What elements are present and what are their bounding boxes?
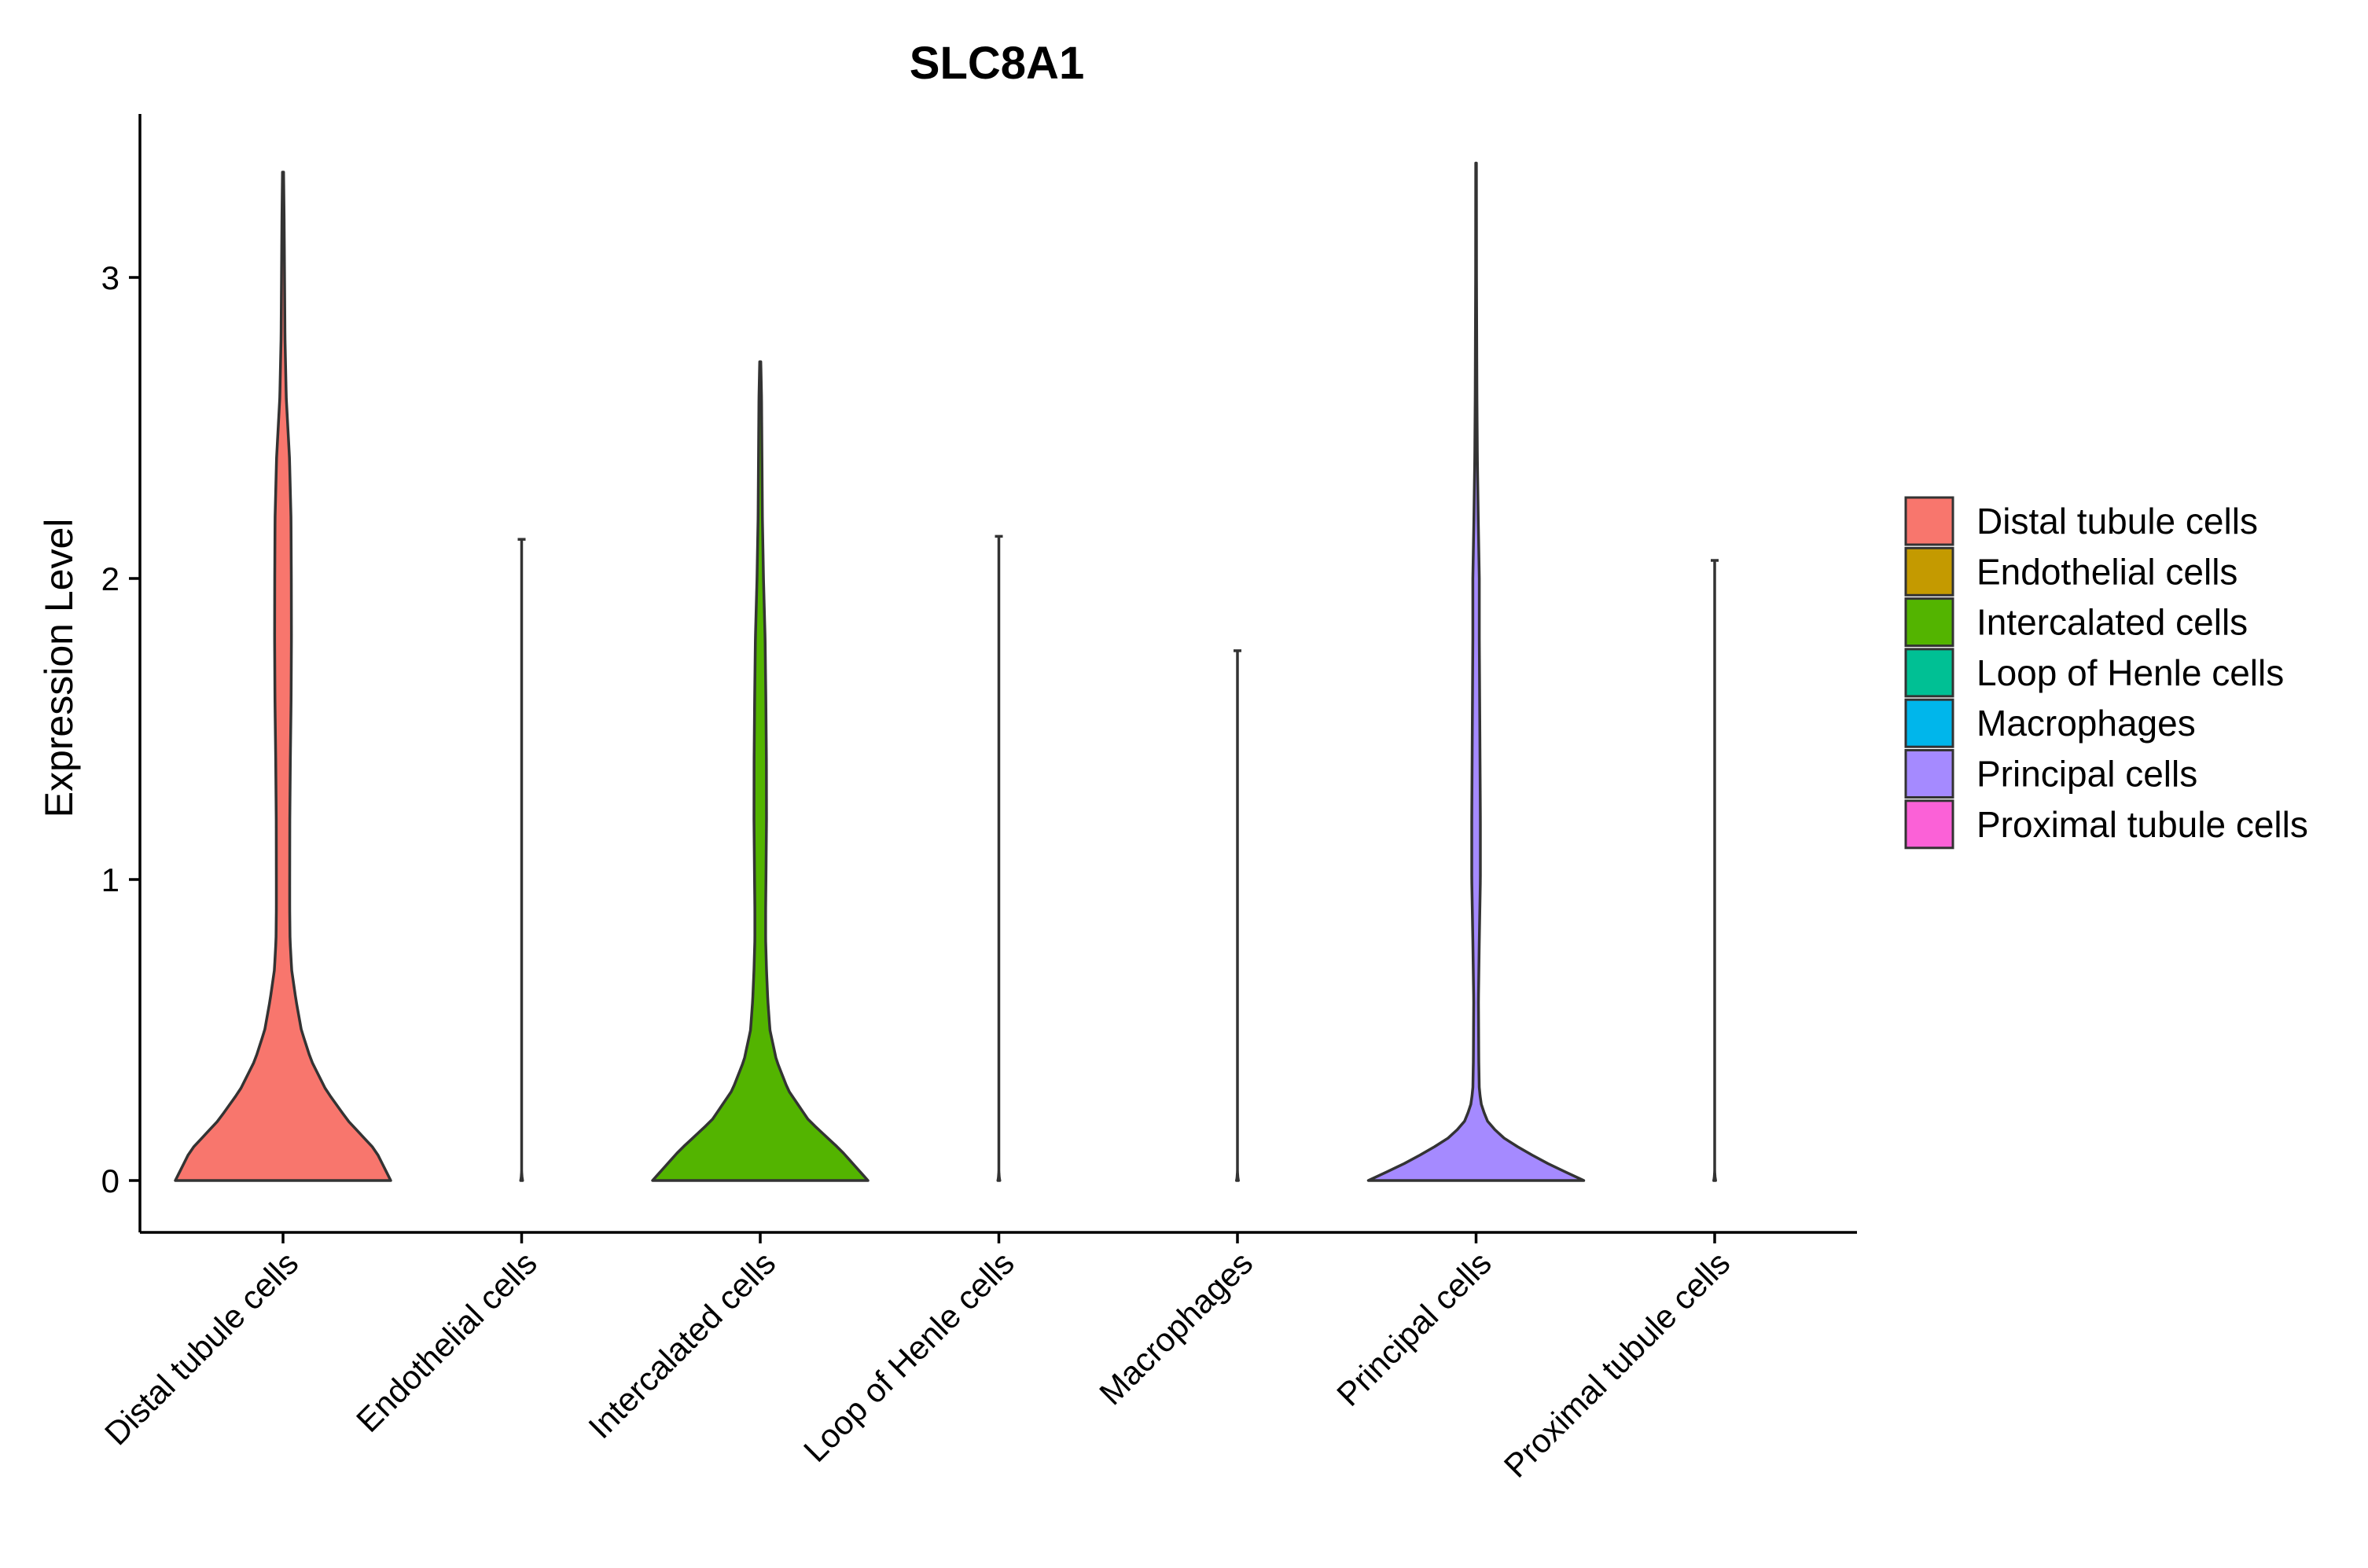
violins-layer xyxy=(174,161,1719,1182)
legend-swatch-3 xyxy=(1904,648,1954,698)
y-tick-label: 0 xyxy=(101,1162,120,1199)
y-tick-label: 2 xyxy=(101,560,120,597)
legend-label-2: Intercalated cells xyxy=(1976,602,2248,643)
x-tick-label: Macrophages xyxy=(1092,1244,1259,1412)
legend-swatch-6 xyxy=(1904,799,1954,850)
legend-label-4: Macrophages xyxy=(1976,703,2196,744)
x-tick-label: Distal tubule cells xyxy=(97,1244,305,1452)
legend: Distal tubule cells Endothelial cells Inte… xyxy=(1904,496,2308,850)
y-tick-label: 3 xyxy=(101,259,120,296)
legend-swatch-1 xyxy=(1904,546,1954,597)
legend-label-3: Loop of Henle cells xyxy=(1976,652,2284,693)
y-axis-label: Expression Level xyxy=(37,519,81,818)
y-tick-label: 1 xyxy=(101,861,120,898)
legend-label-0: Distal tubule cells xyxy=(1976,501,2258,542)
violin-1 xyxy=(519,1170,524,1182)
violin-2 xyxy=(651,360,870,1182)
violin-3 xyxy=(996,1170,1002,1182)
legend-label-1: Endothelial cells xyxy=(1976,551,2237,592)
legend-swatch-5 xyxy=(1904,749,1954,799)
legend-swatch-4 xyxy=(1904,698,1954,748)
x-tick-label: Loop of Henle cells xyxy=(796,1244,1021,1469)
chart-title: SLC8A1 xyxy=(910,38,1084,89)
x-tick-label: Intercalated cells xyxy=(581,1244,782,1445)
x-tick-label: Endothelial cells xyxy=(349,1244,544,1439)
violin-5 xyxy=(1366,161,1586,1182)
legend-label-6: Proximal tubule cells xyxy=(1976,804,2308,845)
x-tick-label: Principal cells xyxy=(1329,1244,1498,1413)
legend-swatch-2 xyxy=(1904,597,1954,648)
violin-6 xyxy=(1712,1170,1717,1182)
violin-4 xyxy=(1235,1170,1240,1182)
axes-layer: 0 1 2 3 Distal tubule cells Endothelial cells… xyxy=(97,114,1857,1485)
legend-swatch-0 xyxy=(1904,496,1954,546)
violin-0 xyxy=(174,171,392,1182)
legend-label-5: Principal cells xyxy=(1976,754,2197,795)
x-tick-label: Proximal tubule cells xyxy=(1497,1244,1737,1485)
